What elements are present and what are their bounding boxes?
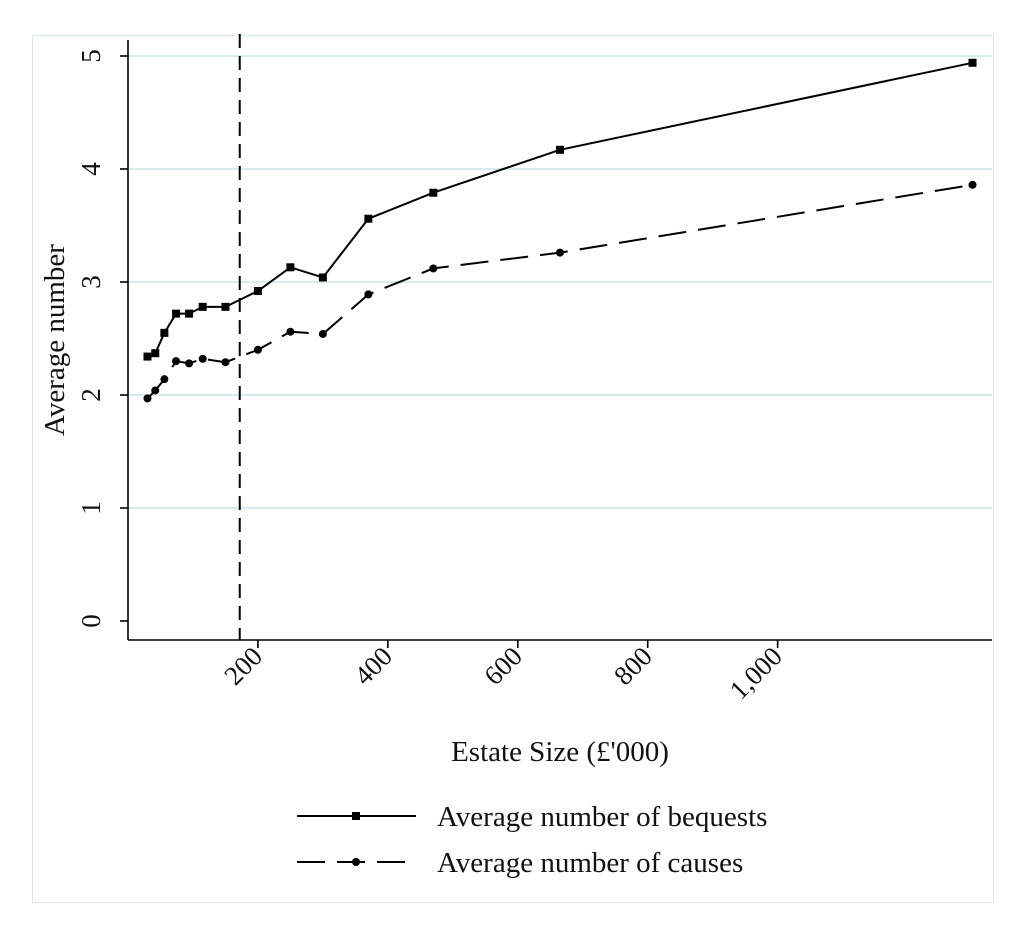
data-point-causes [318,329,327,338]
x-tick-label: 1,000 [724,641,788,705]
data-point-causes [253,345,262,354]
series-line-1 [147,61,973,358]
data-point-causes [429,264,438,273]
data-point-causes [364,290,373,299]
data-point-causes [151,386,160,395]
data-point-bequests [253,287,262,296]
series-group [143,58,977,403]
data-point-bequests [160,328,169,337]
y-tick-label: 4 [76,162,106,176]
data-point-bequests [429,188,438,197]
data-point-bequests [221,302,230,311]
data-point-bequests [151,349,160,358]
y-tick-label: 5 [76,49,106,63]
x-tick-label: 800 [608,641,658,691]
x-tick-label: 400 [348,641,398,691]
tick-labels: 0 1 2 3 4 5 200 400 600 800 1,000 [76,49,788,705]
data-point-bequests [556,145,564,154]
data-point-causes [221,358,230,367]
data-point-bequests [968,58,977,67]
data-point-causes [172,357,181,366]
data-point-causes [968,180,977,189]
data-point-causes [143,394,152,403]
legend: Average number of bequests Average number… [297,801,767,879]
legend-label-2: Average number of causes [437,847,743,879]
data-point-bequests [198,302,207,311]
data-point-bequests [286,263,295,272]
chart-frame [32,35,994,903]
legend-marker-circle [352,858,360,866]
data-point-bequests [364,214,373,223]
gridlines [128,55,992,509]
data-point-causes [185,359,194,368]
x-tick-label: 200 [218,641,268,691]
y-tick-label: 2 [76,388,106,402]
x-tick-label: 600 [478,641,528,691]
data-point-bequests [143,352,152,361]
axes [120,40,992,648]
data-point-causes [556,248,564,257]
y-axis-title: Average number [39,244,71,436]
y-tick-label: 3 [76,275,106,289]
data-point-bequests [185,309,194,318]
legend-label-1: Average number of bequests [437,801,767,833]
legend-marker-square [352,812,360,820]
data-point-bequests [318,273,327,282]
y-tick-label: 0 [76,614,106,628]
series-line-2 [146,183,973,400]
data-point-bequests [172,309,181,318]
data-point-causes [198,354,207,363]
data-point-causes [160,375,169,384]
data-point-causes [286,327,295,336]
y-tick-label: 1 [76,501,106,515]
x-axis-title: Estate Size (£'000) [451,736,669,768]
